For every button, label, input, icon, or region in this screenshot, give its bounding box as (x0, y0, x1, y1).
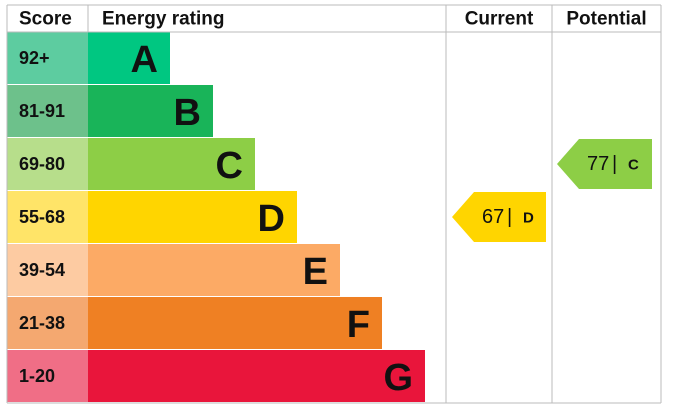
score-label: 1-20 (19, 366, 55, 386)
band-letter: D (258, 198, 285, 240)
score-label: 39-54 (19, 260, 65, 280)
band-letter: A (131, 39, 158, 81)
band-bar (88, 85, 213, 137)
band-bar (88, 297, 382, 349)
potential-letter: C (628, 157, 639, 174)
potential-value: 77 (587, 153, 609, 175)
current-letter: D (523, 210, 534, 227)
score-cell (7, 85, 88, 137)
potential-arrow (557, 139, 652, 189)
band-bar (88, 191, 297, 243)
band-letter: G (383, 357, 413, 399)
band-letter: B (174, 92, 201, 134)
score-label: 92+ (19, 48, 50, 68)
header-current: Current (465, 9, 534, 30)
potential-separator: | (612, 153, 617, 175)
score-cell (7, 297, 88, 349)
band-letter: E (303, 251, 328, 293)
band-bar (88, 138, 255, 190)
score-label: 21-38 (19, 313, 65, 333)
band-letter: C (216, 145, 243, 187)
header-score: Score (19, 9, 72, 30)
header-potential: Potential (566, 9, 646, 30)
score-cell (7, 32, 88, 84)
score-label: 69-80 (19, 154, 65, 174)
band-letter: F (347, 304, 370, 346)
header-rating: Energy rating (102, 9, 224, 30)
score-cell (7, 138, 88, 190)
score-cell (7, 191, 88, 243)
score-cell (7, 350, 88, 402)
current-separator: | (507, 206, 512, 228)
band-bar (88, 32, 170, 84)
band-bar (88, 350, 425, 402)
current-value: 67 (482, 206, 504, 228)
score-cell (7, 244, 88, 296)
current-arrow (452, 192, 546, 242)
score-label: 55-68 (19, 207, 65, 227)
band-bar (88, 244, 340, 296)
score-label: 81-91 (19, 101, 65, 121)
